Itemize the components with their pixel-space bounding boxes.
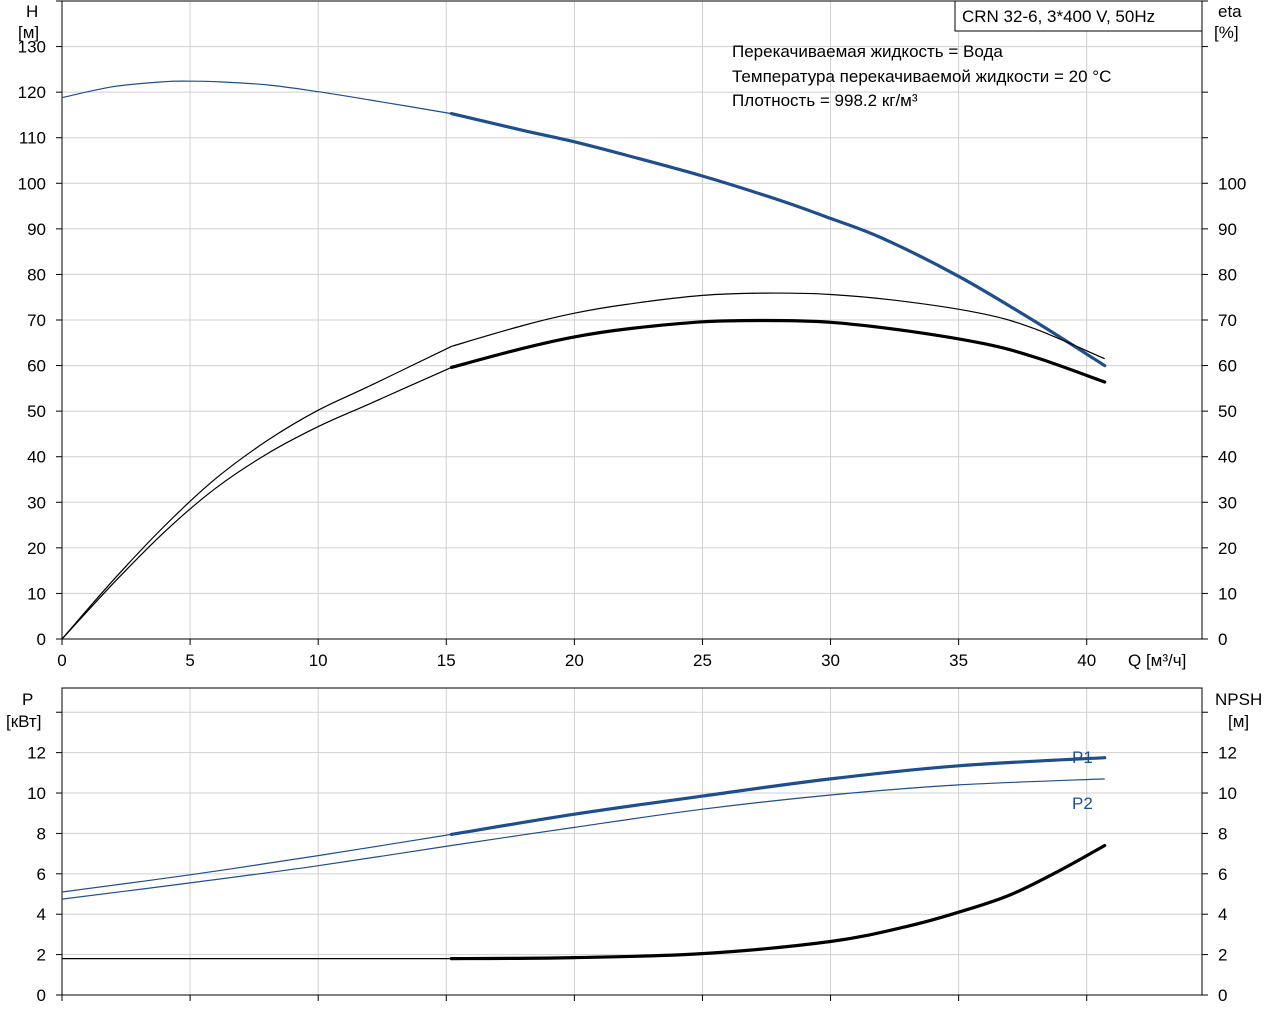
npsh-tick-label: 8 xyxy=(1218,824,1227,843)
npsh-tick-label: 2 xyxy=(1218,946,1227,965)
h-tick-label: 100 xyxy=(18,174,46,193)
h-tick-label: 70 xyxy=(27,311,46,330)
density-info: Плотность = 998.2 кг/м³ xyxy=(732,91,918,110)
npsh-tick-label: 12 xyxy=(1218,744,1237,763)
p-tick-label: 8 xyxy=(37,824,46,843)
h-tick-label: 50 xyxy=(27,402,46,421)
model-title: CRN 32-6, 3*400 V, 50Hz xyxy=(962,7,1155,26)
npsh-axis-label: NPSH xyxy=(1215,690,1262,709)
title-box xyxy=(954,0,1203,32)
eta-axis-label: eta xyxy=(1218,2,1242,21)
npsh-tick-label: 4 xyxy=(1218,905,1227,924)
eta-axis-unit: [%] xyxy=(1214,23,1239,42)
NPSH-curve-thick xyxy=(449,843,1107,961)
h-tick-label: 120 xyxy=(18,83,46,102)
q-axis-label: Q [м³/ч] xyxy=(1128,651,1186,670)
eta-tick-label: 70 xyxy=(1218,311,1237,330)
top-chart-ticks: 0102030405060708090100110120130010203040… xyxy=(18,0,1246,670)
p-tick-label: 6 xyxy=(37,865,46,884)
p-axis-label: P xyxy=(22,690,33,709)
p1-series-label: P1 xyxy=(1072,748,1093,767)
npsh-axis-unit: [м] xyxy=(1228,712,1249,731)
bottom-chart-grid xyxy=(61,688,1202,996)
q-tick-label: 10 xyxy=(309,651,328,670)
bottom-chart-frame xyxy=(61,687,1203,996)
eta-tick-label: 10 xyxy=(1218,584,1237,603)
P1-curve-thick xyxy=(449,756,1107,836)
h-axis-unit: [м] xyxy=(18,23,39,42)
eta-tick-label: 30 xyxy=(1218,493,1237,512)
q-tick-label: 35 xyxy=(949,651,968,670)
p-tick-label: 4 xyxy=(37,905,46,924)
h-tick-label: 110 xyxy=(19,129,46,148)
h-tick-label: 40 xyxy=(27,448,46,467)
h-tick-label: 20 xyxy=(27,539,46,558)
top-chart-grid xyxy=(61,0,1202,640)
bottom-chart-ticks: 0 2 4 6 8 10 12 0 2 4 6 8 10 12 xyxy=(27,711,1237,1005)
eta_total-curve-thin xyxy=(61,366,452,640)
h-tick-label: 130 xyxy=(18,38,46,57)
q-tick-label: 40 xyxy=(1077,651,1096,670)
h-tick-label: 30 xyxy=(27,493,46,512)
P2-curve-thin xyxy=(61,778,1105,900)
eta-tick-label: 90 xyxy=(1218,220,1237,239)
h-tick-label: 60 xyxy=(27,357,46,376)
temperature-info: Температура перекачиваемой жидкости = 20… xyxy=(732,67,1111,86)
eta-tick-label: 50 xyxy=(1218,402,1237,421)
p-tick-label: 0 xyxy=(37,986,46,1005)
npsh-tick-label: 6 xyxy=(1218,865,1227,884)
eta_total-curve-thick xyxy=(449,318,1107,384)
h-tick-label: 10 xyxy=(27,584,46,603)
p-tick-label: 12 xyxy=(27,744,46,763)
P1-curve-thin xyxy=(61,833,452,893)
eta_pump_upper-curve-thin xyxy=(451,292,1105,360)
npsh-tick-label: 10 xyxy=(1218,784,1237,803)
eta_pump-curve-thin xyxy=(61,345,452,640)
top-chart-series xyxy=(61,80,1107,640)
eta-tick-label: 60 xyxy=(1218,357,1237,376)
eta-tick-label: 100 xyxy=(1218,174,1246,193)
H-curve-thin xyxy=(61,80,452,115)
p-tick-label: 2 xyxy=(37,946,46,965)
eta-tick-label: 0 xyxy=(1218,630,1227,649)
h-axis-label: H xyxy=(26,2,38,21)
q-tick-label: 20 xyxy=(565,651,584,670)
fluid-info: Перекачиваемая жидкость = Вода xyxy=(732,42,1003,61)
q-tick-label: 15 xyxy=(437,651,456,670)
p-axis-unit: [кВт] xyxy=(6,712,41,731)
eta-tick-label: 20 xyxy=(1218,539,1237,558)
q-tick-label: 5 xyxy=(185,651,194,670)
h-tick-label: 90 xyxy=(27,220,46,239)
h-tick-label: 0 xyxy=(37,630,46,649)
q-tick-label: 25 xyxy=(693,651,712,670)
p2-series-label: P2 xyxy=(1072,794,1093,813)
npsh-tick-label: 0 xyxy=(1218,986,1227,1005)
eta-tick-label: 40 xyxy=(1218,448,1237,467)
h-tick-label: 80 xyxy=(27,265,46,284)
q-tick-label: 0 xyxy=(57,651,66,670)
eta-tick-label: 80 xyxy=(1218,265,1237,284)
p-tick-label: 10 xyxy=(27,784,46,803)
bottom-chart-series xyxy=(61,756,1107,961)
q-tick-label: 30 xyxy=(821,651,840,670)
H-curve-thick xyxy=(449,112,1107,368)
